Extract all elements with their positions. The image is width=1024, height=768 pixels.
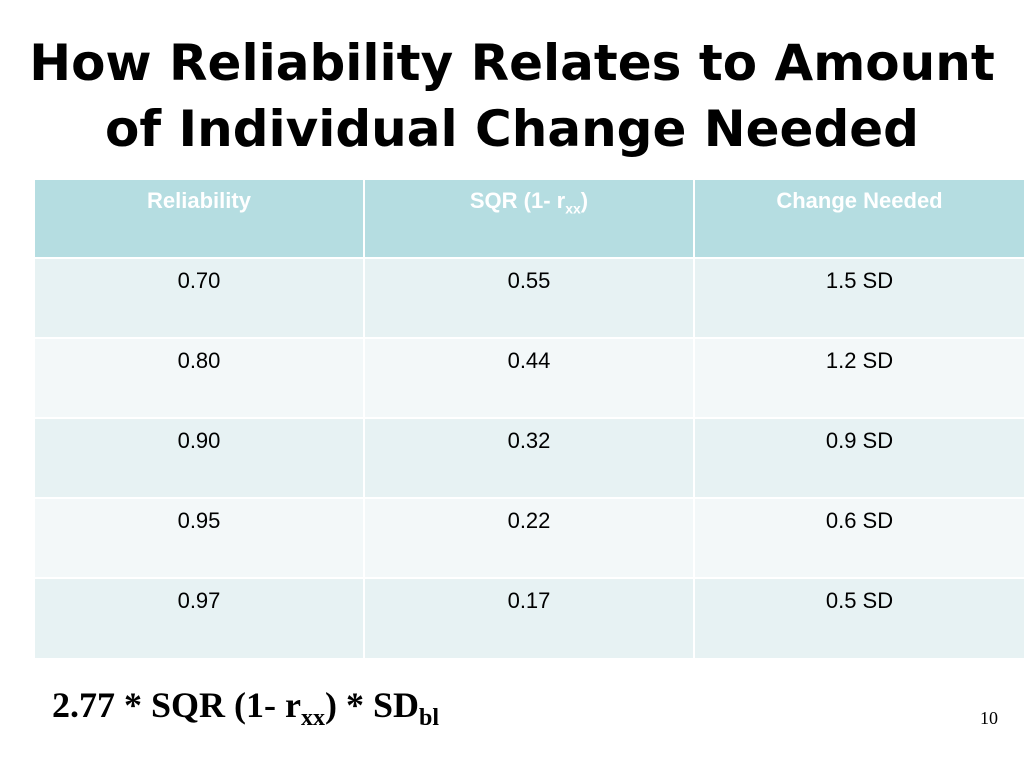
cell-change-needed: 0.5 SD: [694, 577, 1024, 658]
reliability-table: Reliability SQR (1- rxx) Change Needed 0…: [35, 180, 1024, 658]
header-sqr-close: ): [580, 188, 589, 213]
cell-sqr: 0.55: [364, 257, 695, 338]
cell-sqr: 0.22: [364, 497, 695, 578]
formula: 2.77 * SQR (1- rxx) * SDbl: [52, 684, 439, 732]
title-line-1: How Reliability Relates to Amount: [29, 34, 995, 92]
table-header-row: Reliability SQR (1- rxx) Change Needed: [35, 180, 1024, 258]
formula-part-1: 2.77 * SQR (1- r: [52, 685, 301, 725]
table-row: 0.70 0.55 1.5 SD: [35, 257, 1024, 338]
header-sqr-subscript: xx: [565, 200, 581, 217]
title-line-2: of Individual Change Needed: [105, 100, 919, 158]
formula-subscript-bl: bl: [419, 705, 440, 731]
cell-reliability: 0.97: [35, 577, 365, 658]
cell-reliability: 0.70: [35, 257, 365, 338]
table-row: 0.90 0.32 0.9 SD: [35, 417, 1024, 498]
cell-change-needed: 0.6 SD: [694, 497, 1024, 578]
header-change-needed: Change Needed: [694, 180, 1024, 258]
slide-title: How Reliability Relates to Amount of Ind…: [0, 30, 1024, 162]
table-row: 0.95 0.22 0.6 SD: [35, 497, 1024, 578]
table-row: 0.80 0.44 1.2 SD: [35, 337, 1024, 418]
cell-change-needed: 0.9 SD: [694, 417, 1024, 498]
formula-part-2: ) * SD: [324, 685, 419, 725]
cell-change-needed: 1.5 SD: [694, 257, 1024, 338]
header-sqr-main: SQR (1- r: [469, 188, 566, 213]
cell-sqr: 0.17: [364, 577, 695, 658]
page-number: 10: [980, 708, 998, 728]
formula-subscript-xx: xx: [300, 705, 325, 731]
cell-reliability: 0.90: [35, 417, 365, 498]
cell-reliability: 0.80: [35, 337, 365, 418]
header-reliability: Reliability: [35, 180, 365, 258]
cell-sqr: 0.32: [364, 417, 695, 498]
table-row: 0.97 0.17 0.5 SD: [35, 577, 1024, 658]
cell-change-needed: 1.2 SD: [694, 337, 1024, 418]
cell-sqr: 0.44: [364, 337, 695, 418]
header-sqr: SQR (1- rxx): [364, 180, 695, 258]
cell-reliability: 0.95: [35, 497, 365, 578]
